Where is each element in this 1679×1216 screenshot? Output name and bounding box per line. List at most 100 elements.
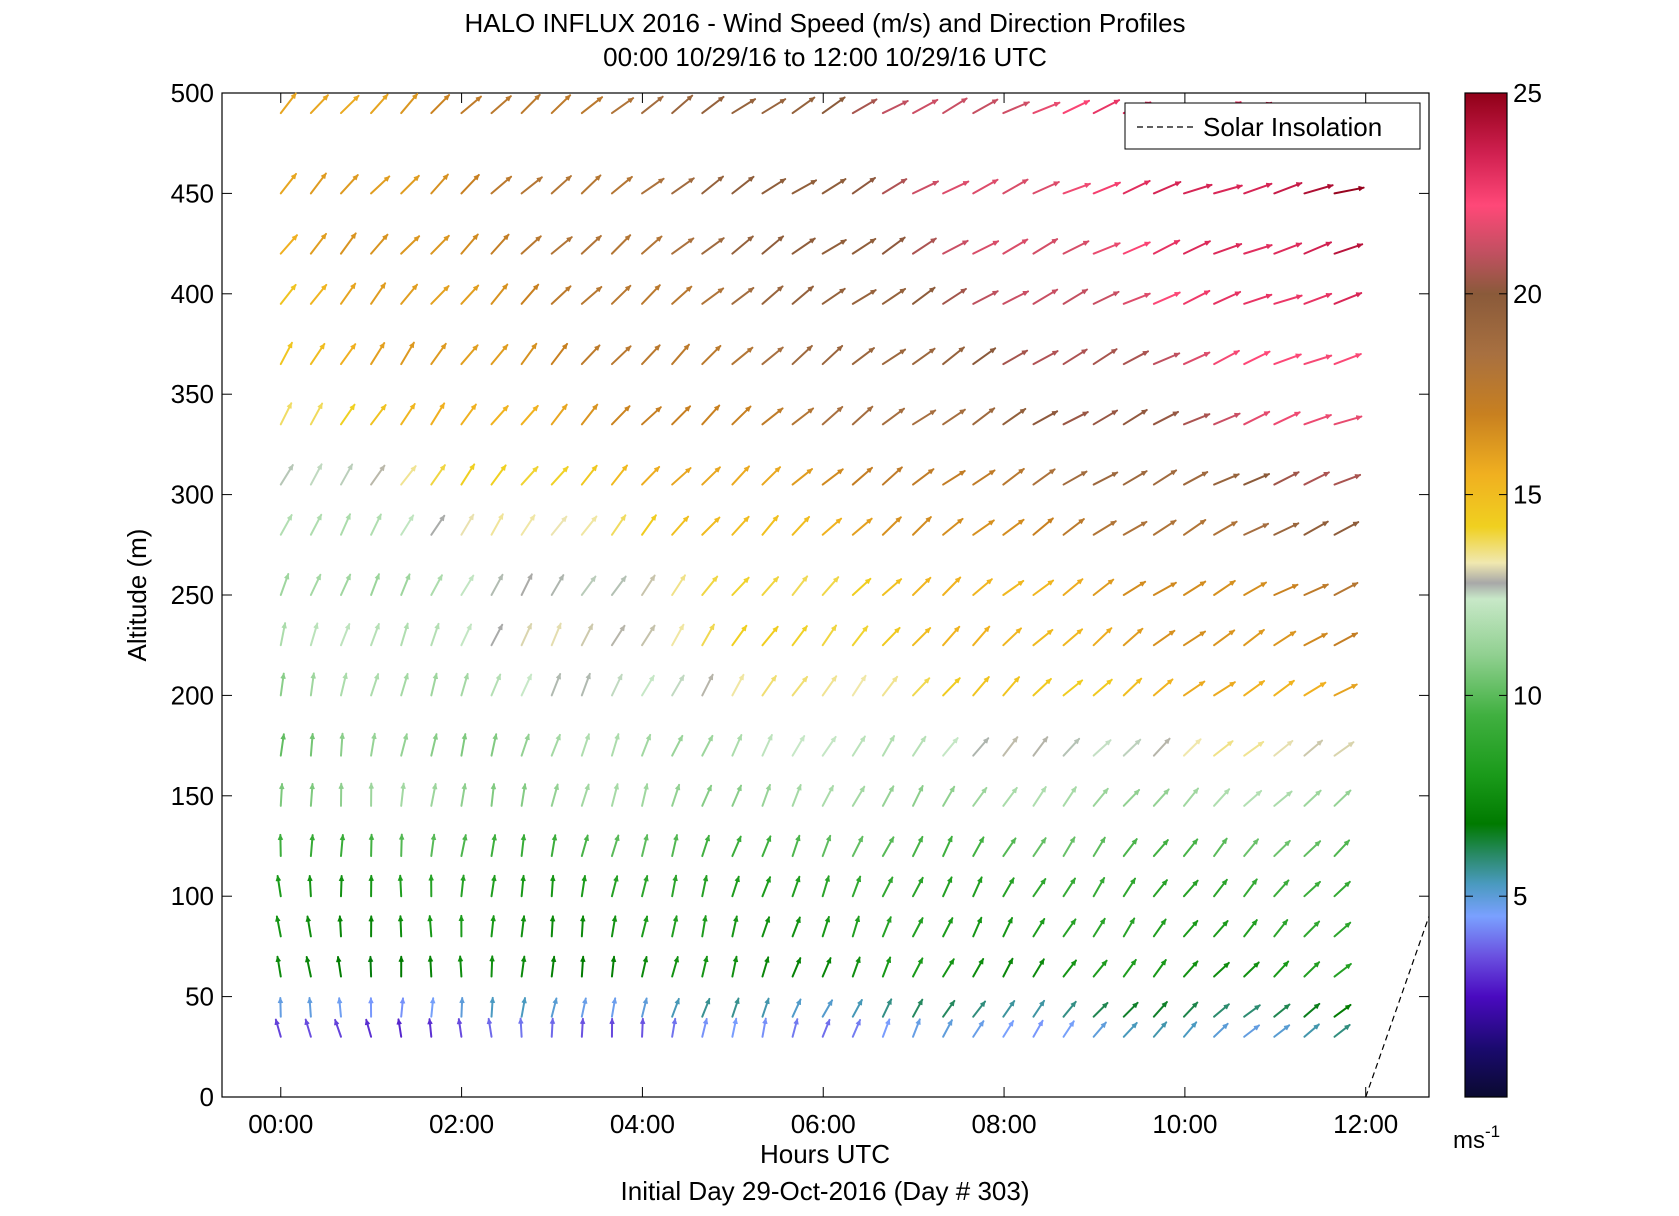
wind-arrow xyxy=(641,783,649,807)
wind-arrow xyxy=(338,874,345,898)
wind-arrow xyxy=(339,463,354,486)
wind-arrow xyxy=(1243,1024,1261,1038)
wind-arrow xyxy=(1092,627,1113,647)
wind-arrow xyxy=(1273,679,1295,697)
wind-arrow xyxy=(370,233,389,255)
wind-arrow xyxy=(671,343,690,366)
wind-arrow xyxy=(1062,786,1077,807)
wind-arrow xyxy=(1032,410,1059,426)
wind-arrow xyxy=(1333,1003,1352,1018)
wind-arrow xyxy=(610,405,631,426)
wind-arrow xyxy=(1092,959,1108,978)
wind-arrow xyxy=(791,916,801,938)
wind-arrow xyxy=(580,285,603,305)
wind-arrow xyxy=(279,172,297,195)
wind-arrow xyxy=(1032,468,1056,486)
wind-arrow xyxy=(671,94,694,115)
wind-arrow xyxy=(1152,629,1176,647)
colorbar-tick-label: 15 xyxy=(1513,480,1542,510)
wind-arrow xyxy=(309,94,329,115)
wind-arrow xyxy=(1092,99,1121,115)
wind-arrow xyxy=(942,517,964,536)
wind-arrow xyxy=(339,343,357,366)
wind-arrow xyxy=(972,578,993,596)
wind-arrow xyxy=(1092,348,1118,366)
wind-arrow xyxy=(1243,473,1271,486)
wind-arrow xyxy=(791,96,816,115)
wind-arrow xyxy=(309,783,315,807)
wind-arrow xyxy=(610,624,626,647)
wind-arrow xyxy=(1333,789,1352,807)
wind-arrow xyxy=(430,464,446,486)
wind-arrow xyxy=(1092,678,1113,697)
wind-arrow xyxy=(1182,738,1202,757)
wind-arrow xyxy=(851,785,866,807)
wind-arrow xyxy=(972,519,995,536)
wind-arrow xyxy=(309,342,326,366)
wind-arrow xyxy=(1002,917,1014,938)
wind-arrow xyxy=(610,234,632,255)
legend-box xyxy=(1124,102,1421,150)
wind-arrow xyxy=(490,623,504,647)
solar-insolation-series xyxy=(1365,916,1430,1098)
x-tick-label: 08:00 xyxy=(972,1109,1037,1139)
wind-arrow xyxy=(309,232,327,255)
wind-arrow xyxy=(1243,350,1271,366)
wind-arrow xyxy=(1002,101,1030,115)
wind-arrow xyxy=(1273,242,1303,255)
wind-arrow xyxy=(490,405,509,426)
wind-arrow xyxy=(731,235,754,255)
wind-arrow xyxy=(851,237,877,255)
wind-arrow xyxy=(1122,738,1142,757)
wind-arrow xyxy=(1333,243,1364,255)
wind-arrow xyxy=(430,833,437,858)
wind-arrow xyxy=(339,513,352,536)
wind-arrow xyxy=(851,875,862,898)
wind-arrow xyxy=(881,99,909,115)
wind-arrow xyxy=(912,180,939,195)
wind-arrow xyxy=(821,468,844,486)
wind-arrow xyxy=(972,407,996,426)
wind-arrow xyxy=(1333,880,1351,898)
wind-arrow xyxy=(1273,182,1303,195)
wind-arrow xyxy=(1002,676,1021,697)
wind-arrow xyxy=(1333,632,1358,647)
wind-arrow xyxy=(550,342,569,366)
wind-arrow xyxy=(641,344,661,366)
wind-arrow xyxy=(400,733,409,757)
wind-arrow xyxy=(942,239,969,255)
wind-arrow xyxy=(942,737,959,757)
wind-arrow xyxy=(1213,920,1229,938)
wind-arrow xyxy=(610,733,620,757)
wind-arrow xyxy=(279,733,286,757)
colorbar-unit: ms-1 xyxy=(1453,1122,1500,1154)
wind-arrow xyxy=(1062,877,1077,898)
wind-arrow xyxy=(972,916,983,938)
wind-arrow xyxy=(460,513,475,536)
wind-arrow xyxy=(1182,919,1199,938)
wind-arrow xyxy=(1032,288,1059,305)
wind-arrow xyxy=(550,783,560,807)
wind-arrow xyxy=(368,833,375,858)
wind-arrow xyxy=(336,955,342,978)
wind-arrow xyxy=(912,785,924,807)
wind-arrow xyxy=(1333,185,1365,195)
wind-arrow xyxy=(339,573,352,596)
wind-arrow xyxy=(942,835,953,858)
wind-arrow xyxy=(275,955,282,978)
wind-arrow xyxy=(942,469,966,486)
wind-arrow xyxy=(912,627,932,647)
wind-arrow xyxy=(821,915,831,938)
wind-arrow xyxy=(1303,414,1332,426)
wind-arrow xyxy=(1002,837,1017,858)
plot-frame xyxy=(221,92,1430,1098)
wind-arrow xyxy=(400,782,406,807)
wind-arrow xyxy=(1002,627,1023,647)
wind-arrow xyxy=(791,675,809,697)
wind-arrow xyxy=(456,1018,463,1038)
wind-arrow xyxy=(1243,740,1265,757)
wind-arrow xyxy=(791,875,801,898)
wind-arrow xyxy=(671,237,695,255)
wind-arrow xyxy=(972,958,985,978)
wind-arrow xyxy=(881,1018,891,1038)
